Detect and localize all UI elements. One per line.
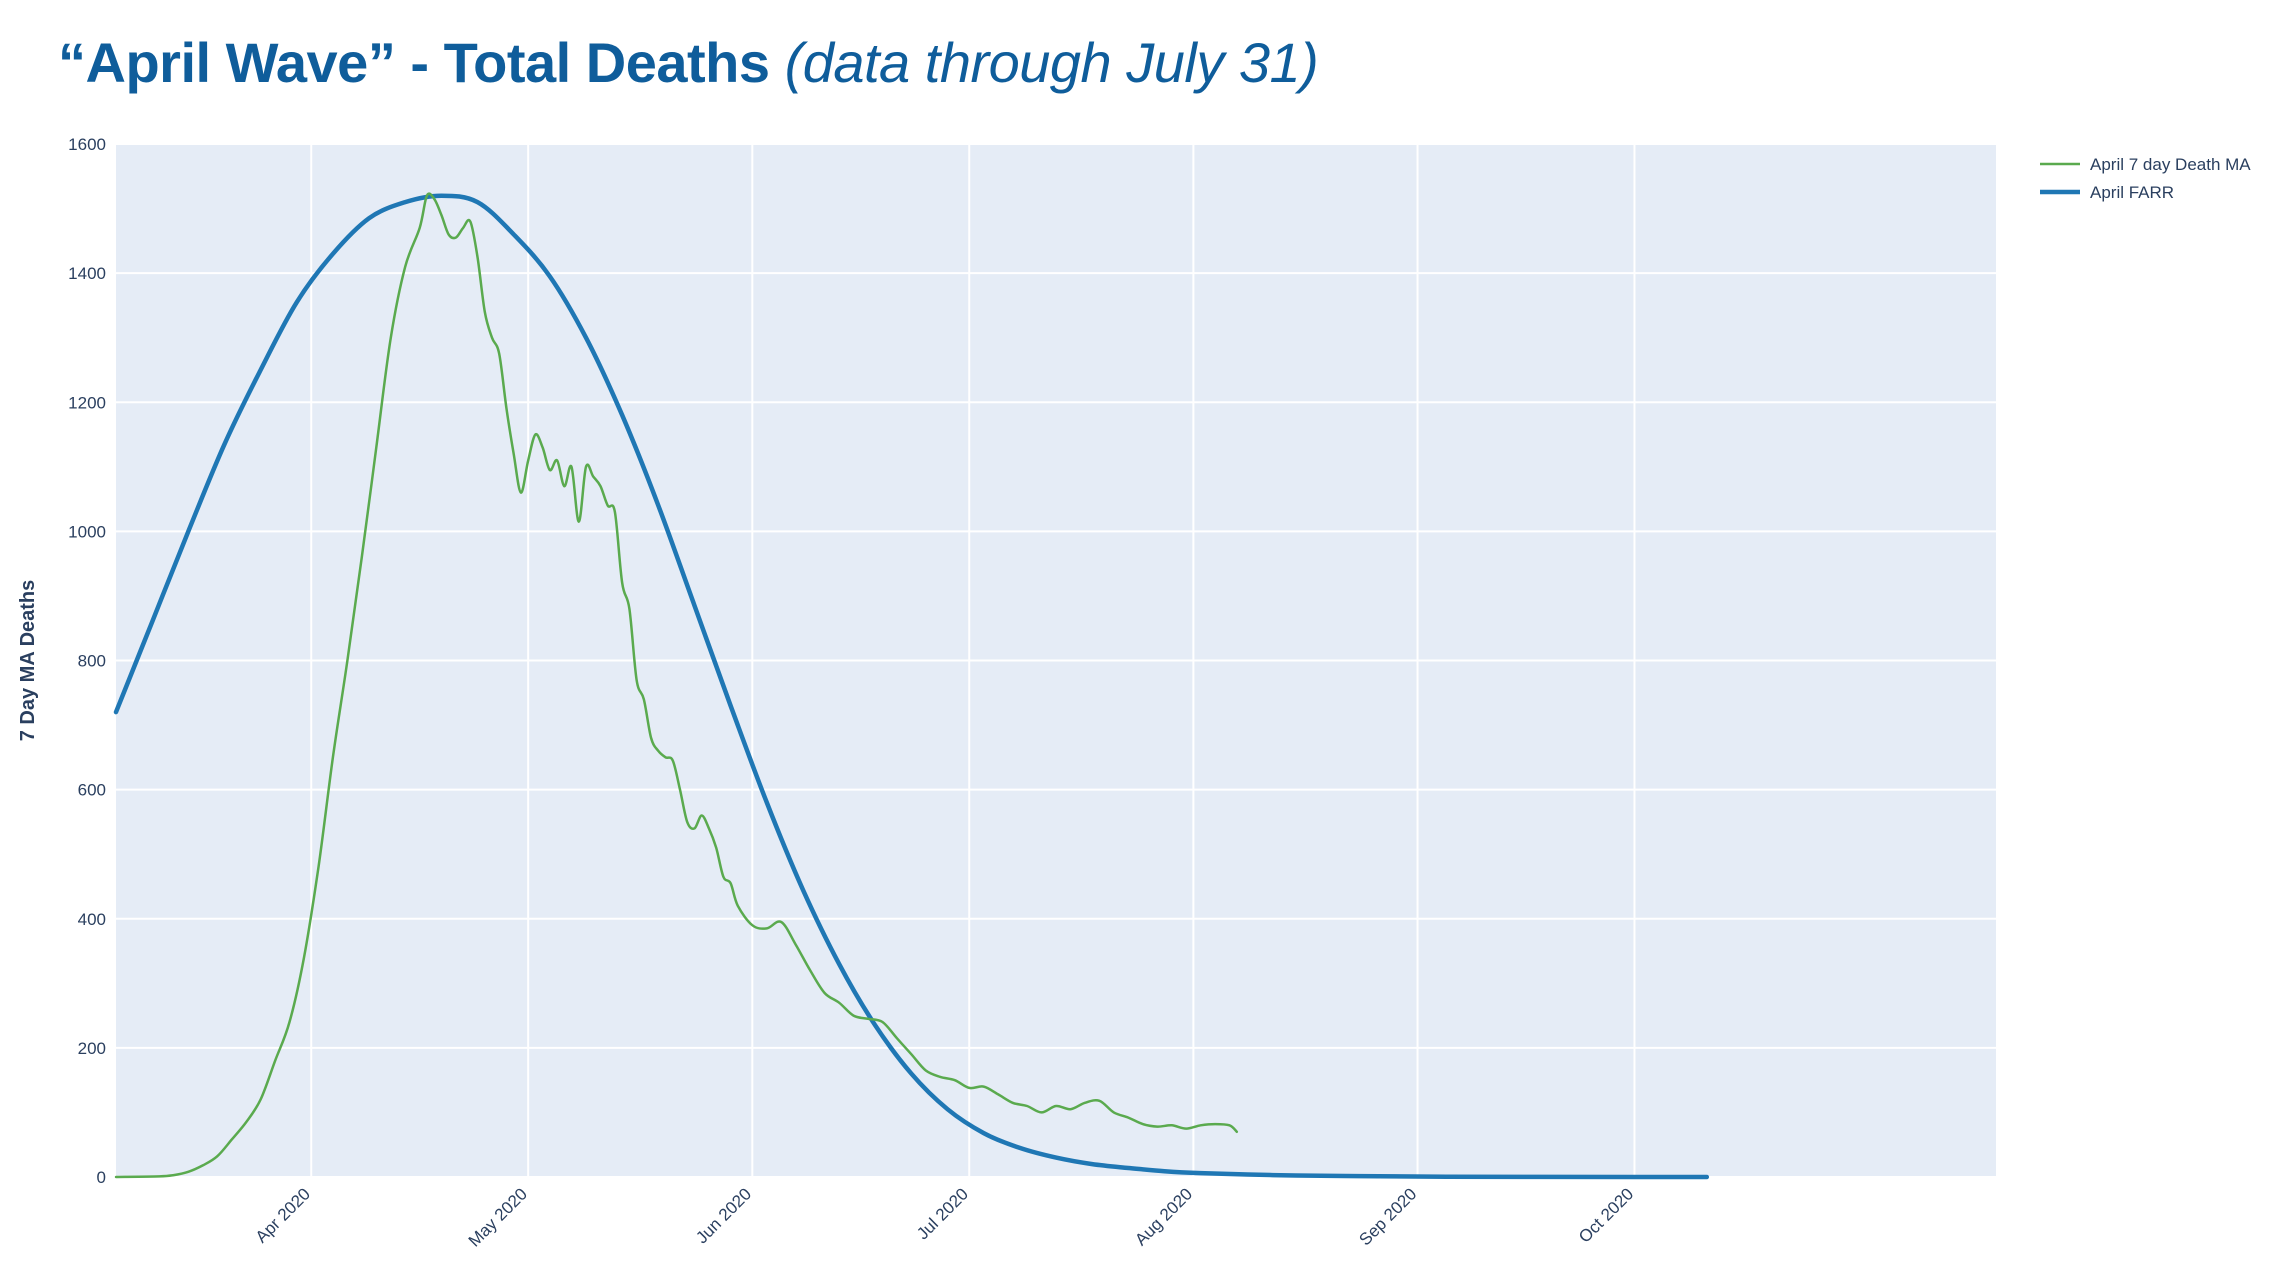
- y-tick-label: 1600: [68, 135, 106, 154]
- y-tick-label: 1000: [68, 522, 106, 541]
- series-line-ma: [114, 192, 1239, 1179]
- x-tick-label: Jun 2020: [692, 1184, 755, 1247]
- x-tick-label: Sep 2020: [1355, 1184, 1420, 1249]
- x-axis-ticks: Apr 2020 May 2020 Jun 2020 Jul 2020 Aug 2020…: [252, 1184, 1637, 1250]
- legend: April 7 day Death MA April FARR: [2040, 155, 2251, 202]
- x-tick-label: Jul 2020: [913, 1184, 972, 1243]
- y-tick-label: 0: [97, 1168, 106, 1187]
- x-tick-label: Aug 2020: [1131, 1184, 1196, 1249]
- chart-title: “April Wave” - Total Deaths (data throug…: [58, 30, 1319, 95]
- chart-title-subtitle: (data through July 31): [784, 31, 1319, 94]
- grid-lines: [116, 143, 1996, 1178]
- y-axis-ticks: 0 200 400 600 800 1000 1200 1400 1600: [68, 135, 106, 1187]
- y-tick-label: 800: [78, 652, 106, 671]
- series-line-farr: [113, 193, 1710, 1180]
- y-axis-label: 7 Day MA Deaths: [17, 580, 39, 742]
- y-tick-label: 1200: [68, 393, 106, 412]
- y-tick-label: 400: [78, 910, 106, 929]
- legend-item-label[interactable]: April 7 day Death MA: [2090, 155, 2251, 174]
- x-tick-label: May 2020: [465, 1184, 531, 1250]
- y-tick-label: 200: [78, 1039, 106, 1058]
- chart-title-main: “April Wave” - Total Deaths: [58, 31, 770, 94]
- x-tick-label: Oct 2020: [1575, 1184, 1637, 1246]
- legend-item-label[interactable]: April FARR: [2090, 183, 2174, 202]
- series-group: [113, 192, 1710, 1180]
- x-tick-label: Apr 2020: [252, 1184, 314, 1246]
- y-tick-label: 600: [78, 781, 106, 800]
- y-tick-label: 1400: [68, 264, 106, 283]
